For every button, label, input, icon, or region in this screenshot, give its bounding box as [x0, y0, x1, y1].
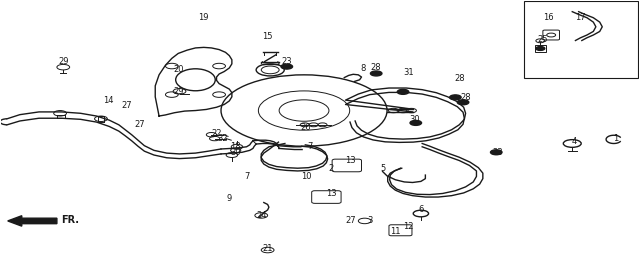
Text: 7: 7: [308, 142, 313, 151]
Text: 19: 19: [198, 13, 209, 22]
Circle shape: [397, 89, 409, 94]
Text: 30: 30: [409, 115, 420, 124]
Text: 6: 6: [418, 205, 424, 214]
Text: 26: 26: [301, 123, 311, 132]
Text: 23: 23: [492, 148, 503, 157]
Text: 4: 4: [572, 137, 577, 146]
Text: 17: 17: [575, 13, 586, 22]
Text: 28: 28: [460, 93, 471, 102]
Text: 14: 14: [103, 95, 113, 105]
Circle shape: [371, 71, 382, 76]
Text: 21: 21: [262, 244, 273, 253]
Circle shape: [281, 64, 292, 69]
Text: 3: 3: [367, 216, 372, 225]
Text: 28: 28: [454, 74, 465, 83]
Text: 5: 5: [380, 164, 385, 173]
Text: 25: 25: [537, 35, 547, 44]
Text: 2: 2: [329, 164, 334, 173]
Bar: [534, 45, 546, 52]
Text: 12: 12: [403, 222, 413, 231]
Text: 32: 32: [218, 134, 228, 143]
Text: 10: 10: [301, 172, 311, 181]
Text: 9: 9: [227, 195, 232, 203]
Text: FR.: FR.: [61, 215, 79, 225]
Text: 23: 23: [282, 57, 292, 66]
Text: 31: 31: [403, 68, 413, 77]
Text: 24: 24: [256, 211, 266, 220]
Circle shape: [490, 150, 502, 155]
Text: 27: 27: [134, 120, 145, 129]
Text: 27: 27: [122, 101, 132, 110]
Text: 22: 22: [211, 129, 222, 137]
Text: 30: 30: [230, 148, 241, 157]
Text: 16: 16: [543, 13, 554, 22]
Text: 29: 29: [58, 57, 68, 66]
Text: 8: 8: [361, 64, 366, 73]
Text: 13: 13: [346, 156, 356, 165]
Text: 1: 1: [613, 134, 618, 142]
Circle shape: [536, 47, 545, 51]
Bar: [524, 1, 638, 78]
Text: 18: 18: [230, 142, 241, 151]
Text: 20: 20: [173, 65, 184, 75]
Text: 15: 15: [262, 33, 273, 41]
Circle shape: [450, 95, 461, 100]
Text: 7: 7: [244, 172, 249, 182]
FancyArrow shape: [8, 216, 57, 226]
Text: 28: 28: [371, 63, 381, 72]
Text: 29: 29: [173, 87, 184, 96]
Text: 11: 11: [390, 227, 401, 237]
Text: 27: 27: [346, 216, 356, 225]
Text: 13: 13: [326, 189, 337, 198]
Circle shape: [410, 120, 422, 125]
Circle shape: [458, 100, 468, 105]
